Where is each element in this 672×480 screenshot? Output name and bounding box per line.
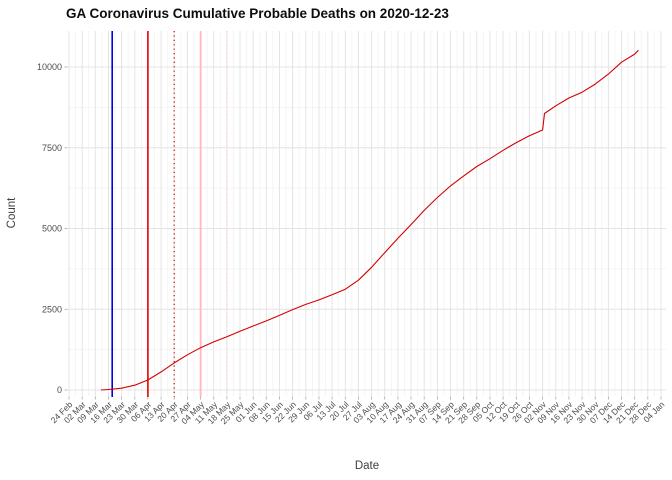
cumulative-probable-deaths-line (100, 49, 639, 391)
y-tick-label: 0 (57, 385, 62, 395)
y-tick-label: 5000 (42, 224, 62, 234)
y-tick-label: 7500 (42, 143, 62, 153)
y-axis-title: Count (6, 197, 18, 229)
chart-title: GA Coronavirus Cumulative Probable Death… (66, 6, 449, 21)
y-tick-label: 2500 (42, 304, 62, 314)
y-tick-label: 10000 (37, 62, 62, 72)
x-axis-title: Date (354, 460, 380, 472)
